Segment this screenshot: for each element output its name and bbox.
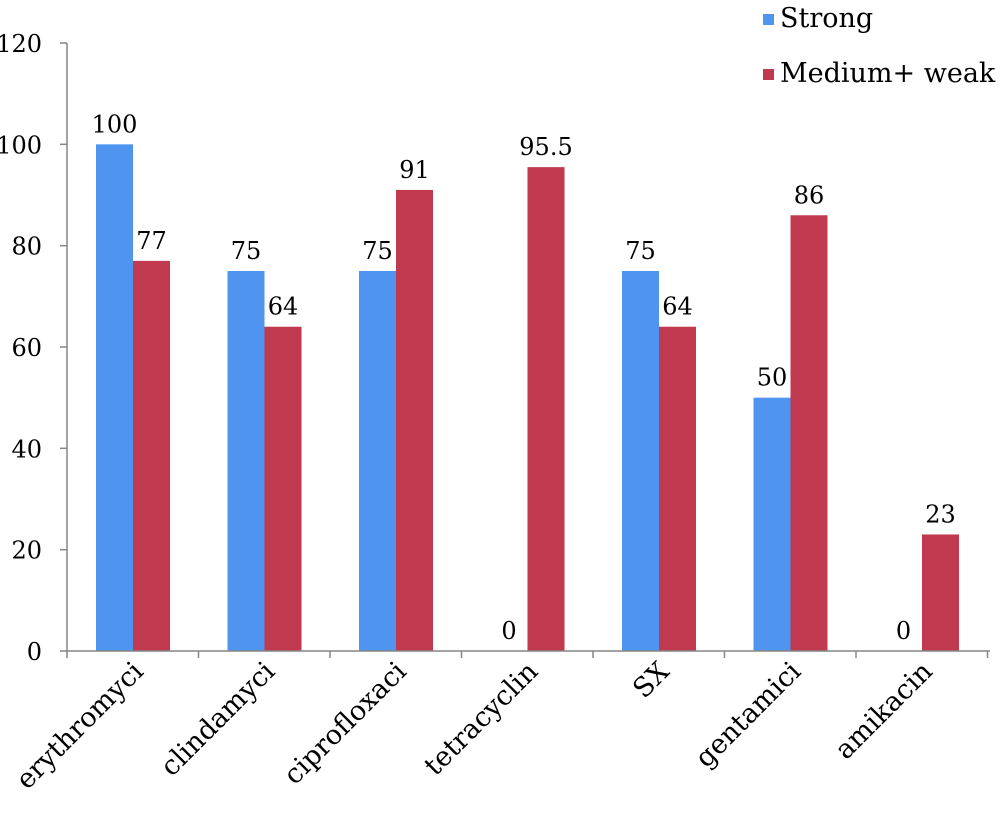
data-label-medium-weak-amikacin: 23 [925,500,956,528]
data-label-strong-amikacin: 0 [896,617,911,645]
y-tick-label: 40 [11,435,42,463]
bar-strong-gentamici [753,397,791,651]
data-label-medium-weak-ciprofloxaci: 91 [399,156,430,184]
legend: Strong Medium+ weak [763,3,996,89]
bar-medium-weak-tetracyclin [527,167,565,651]
data-label-medium-weak-gentamici: 86 [794,181,825,209]
category-label-ciprofloxaci: ciprofloxaci [278,656,413,791]
data-label-strong-sx: 75 [625,237,656,265]
data-label-medium-weak-erythromyci: 77 [136,227,167,255]
legend-swatch-medium-weak [763,69,774,80]
data-label-strong-erythromyci: 100 [92,110,138,138]
bar-medium-weak-ciprofloxaci [396,189,433,651]
data-label-strong-tetracyclin: 0 [501,617,516,645]
bar-medium-weak-amikacin [922,534,959,651]
data-label-strong-gentamici: 50 [757,364,788,392]
data-label-medium-weak-clindamyci: 64 [268,293,299,321]
y-tick-label: 60 [11,334,42,362]
category-label-erythromyci: erythromyci [10,656,150,796]
bar-medium-weak-clindamyci [264,326,302,651]
bar-medium-weak-gentamici [790,215,828,651]
category-label-sx: SX [627,655,676,704]
data-label-strong-clindamyci: 75 [231,237,262,265]
data-label-medium-weak-tetracyclin: 95.5 [519,133,572,161]
bar-medium-weak-sx [659,326,696,651]
category-label-tetracyclin: tetracyclin [418,656,544,782]
bars [96,144,959,652]
bar-strong-clindamyci [227,271,265,651]
category-label-clindamyci: clindamyci [155,656,282,783]
y-tick-label: 0 [27,638,42,666]
data-label-strong-ciprofloxaci: 75 [362,237,393,265]
data-labels: 100 75 75 0 75 50 0 77 64 91 95.5 64 86 23 [92,110,956,645]
bar-strong-ciprofloxaci [359,271,396,651]
bar-strong-sx [622,271,659,651]
category-label-amikacin: amikacin [829,656,939,766]
category-label-gentamici: gentamici [689,656,807,774]
data-label-medium-weak-sx: 64 [662,293,693,321]
legend-swatch-strong [763,14,774,25]
legend-label-strong: Strong [780,3,873,34]
bar-strong-erythromyci [96,144,133,652]
y-tick-label: 20 [11,537,42,565]
y-tick-label: 80 [11,233,42,261]
y-axis-ticks: 0 20 40 60 80 100 120 [0,30,989,666]
y-tick-label: 100 [0,131,42,159]
y-tick-label: 120 [0,30,42,58]
bar-medium-weak-erythromyci [133,260,170,651]
legend-label-medium-weak: Medium+ weak [780,58,996,89]
